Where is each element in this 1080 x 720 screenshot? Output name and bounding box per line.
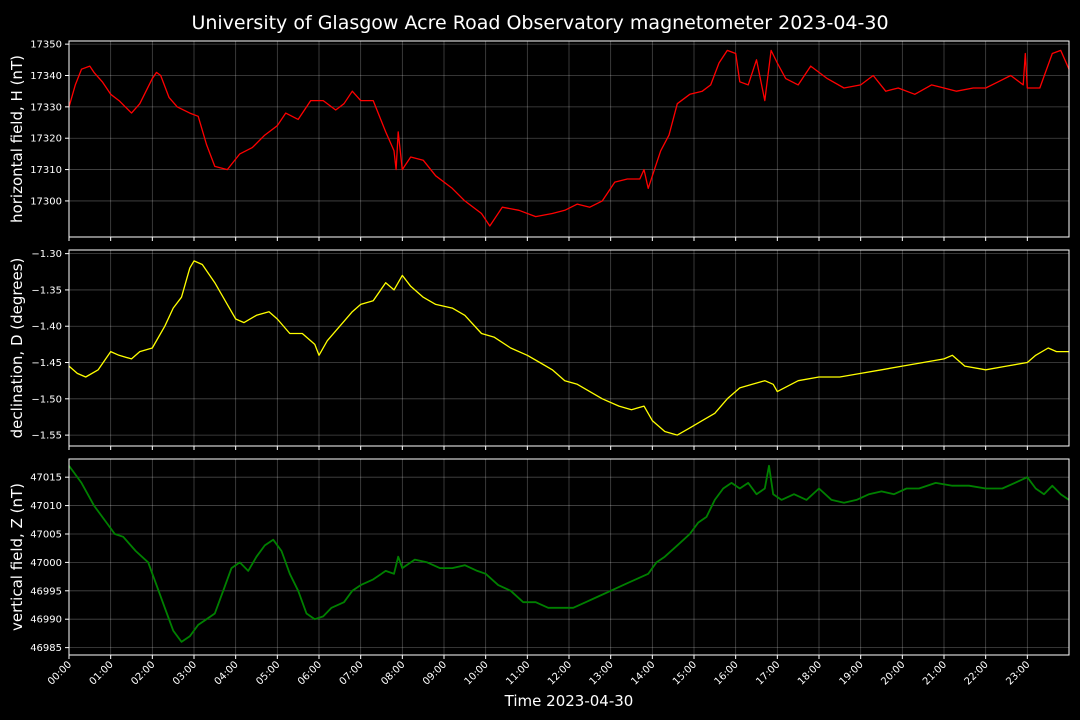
y-tick-label: 46995 — [30, 586, 62, 597]
y-tick-label: 17300 — [30, 196, 62, 207]
y-tick-label: −1.45 — [31, 358, 62, 369]
x-tick-label: 01:00 — [88, 659, 116, 687]
x-tick-label: 17:00 — [754, 659, 782, 687]
x-tick-label: 15:00 — [671, 659, 699, 687]
x-tick-label: 14:00 — [629, 659, 657, 687]
x-tick-label: 03:00 — [171, 659, 199, 687]
panel-declination: −1.55 −1.50 −1.45 −1.40 −1.35 −1.30 declinati… — [8, 249, 1070, 450]
x-tick-label: 00:00 — [46, 659, 74, 687]
series-line-horizontal-field — [68, 49, 1070, 227]
x-tick-label: 21:00 — [921, 659, 949, 687]
y-tick-label: 47010 — [30, 501, 62, 512]
x-tick-label: 19:00 — [838, 659, 866, 687]
x-tick-label: 18:00 — [796, 659, 824, 687]
y-tick-label: −1.40 — [31, 322, 62, 333]
y-tick-label: 17310 — [30, 165, 62, 176]
x-axis-tick-labels: 00:00 01:00 02:00 03:00 04:00 05:00 06:00 07:00… — [46, 659, 1032, 687]
x-tick-label: 11:00 — [504, 659, 532, 687]
y-tick-label: 47015 — [30, 473, 62, 484]
y-axis-label-vertical-field: vertical field, Z (nT) — [8, 483, 26, 631]
series-line-vertical-field — [68, 464, 1070, 643]
x-tick-label: 07:00 — [338, 659, 366, 687]
panel-horizontal-field: 17300 17310 17320 17330 17340 17350 horizonta… — [8, 40, 1070, 241]
y-tick-label: 47000 — [30, 558, 62, 569]
y-tick-label: −1.30 — [31, 249, 62, 260]
x-tick-label: 05:00 — [254, 659, 282, 687]
y-tick-label: 17330 — [30, 102, 62, 113]
panel-vertical-field: 46985 46990 46995 47000 47005 47010 47015 vert… — [8, 458, 1070, 659]
x-tick-label: 23:00 — [1004, 659, 1032, 687]
y-tick-label: 46990 — [30, 615, 62, 626]
y-tick-label: −1.55 — [31, 431, 62, 442]
x-tick-label: 04:00 — [213, 659, 241, 687]
x-tick-label: 09:00 — [421, 659, 449, 687]
x-tick-label: 16:00 — [713, 659, 741, 687]
y-tick-label: −1.50 — [31, 394, 62, 405]
x-tick-label: 02:00 — [129, 659, 157, 687]
x-tick-label: 22:00 — [963, 659, 991, 687]
x-tick-label: 10:00 — [463, 659, 491, 687]
y-tick-label: 17350 — [30, 40, 62, 51]
y-tick-label: −1.35 — [31, 285, 62, 296]
series-line-declination — [68, 260, 1069, 436]
x-tick-label: 13:00 — [588, 659, 616, 687]
x-tick-label: 06:00 — [296, 659, 324, 687]
y-tick-label: 17340 — [30, 71, 62, 82]
y-tick-label: 46985 — [30, 643, 62, 654]
y-tick-label: 47005 — [30, 529, 62, 540]
y-axis-label-horizontal-field: horizontal field, H (nT) — [8, 55, 26, 223]
x-tick-label: 08:00 — [379, 659, 407, 687]
y-axis-label-declination: declination, D (degrees) — [8, 258, 26, 439]
x-tick-label: 12:00 — [546, 659, 574, 687]
y-tick-label: 17320 — [30, 134, 62, 145]
x-axis-label: Time 2023-04-30 — [504, 692, 634, 710]
x-tick-label: 20:00 — [879, 659, 907, 687]
chart-title: University of Glasgow Acre Road Observat… — [191, 12, 888, 34]
